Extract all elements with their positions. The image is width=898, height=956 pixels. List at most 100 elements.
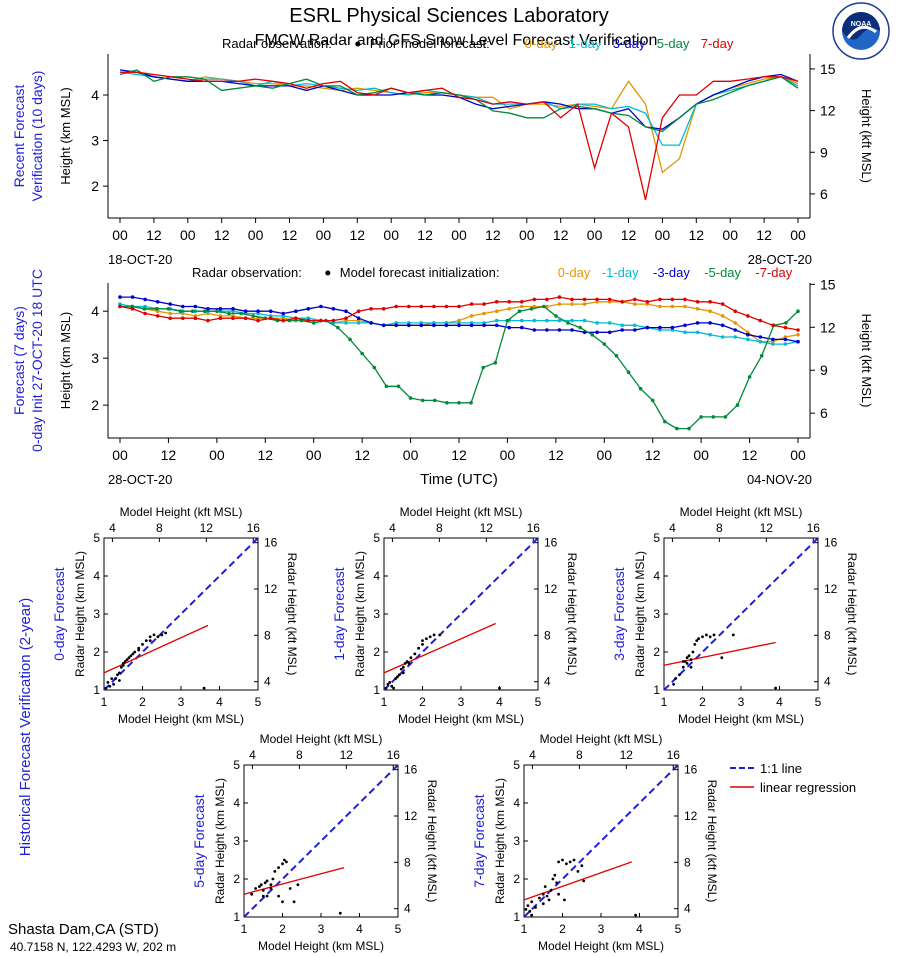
series-point-d7 bbox=[381, 307, 386, 311]
series-point-d5 bbox=[239, 311, 243, 316]
series-point-d3 bbox=[658, 325, 662, 330]
scatter-title: 3-day Forecast bbox=[611, 567, 627, 660]
scatter-point bbox=[421, 639, 424, 642]
y-tick-label: 5 bbox=[233, 758, 240, 772]
series-point-d0 bbox=[557, 302, 562, 306]
y-right-tick-label: 4 bbox=[824, 675, 831, 689]
legend-item-d7: -7-day bbox=[755, 265, 792, 280]
regression-line bbox=[663, 641, 776, 666]
series-point-d5 bbox=[675, 426, 679, 431]
x-tick-label: 2 bbox=[699, 695, 706, 709]
y-tick-label: 3 bbox=[91, 350, 99, 366]
scatter-point bbox=[288, 887, 292, 890]
x-axis-label: Model Height (km MSL) bbox=[398, 712, 524, 726]
series-point-d3 bbox=[394, 323, 399, 328]
series-point-d7 bbox=[796, 328, 800, 332]
plot-frame bbox=[383, 537, 539, 691]
series-point-d1 bbox=[582, 318, 587, 323]
series-point-d7 bbox=[532, 297, 537, 302]
y-tick-label: 2 bbox=[513, 872, 520, 886]
x-top-tick-label: 4 bbox=[669, 521, 676, 535]
scatter-point bbox=[561, 858, 564, 862]
scatter-point bbox=[774, 686, 777, 690]
series-point-d5 bbox=[796, 309, 800, 314]
scatter-point bbox=[148, 635, 152, 639]
series-point-d7 bbox=[708, 300, 712, 304]
series-point-d5 bbox=[759, 354, 764, 358]
series-point-d7 bbox=[369, 307, 373, 311]
series-point-d7 bbox=[520, 300, 524, 304]
series-point-d7 bbox=[268, 316, 273, 321]
series-point-d0 bbox=[796, 332, 800, 337]
scatter-point bbox=[119, 665, 123, 669]
scatter-point bbox=[141, 643, 144, 646]
x-tick-label: 00 bbox=[722, 227, 738, 243]
regression-line bbox=[383, 622, 496, 674]
series-point-d3 bbox=[620, 328, 624, 332]
series-point-d5 bbox=[687, 426, 691, 431]
y-right-tick-label: 12 bbox=[820, 319, 836, 335]
series-point-d3 bbox=[306, 307, 311, 311]
x-tick-label: 00 bbox=[112, 227, 128, 243]
scatter-point bbox=[277, 894, 280, 898]
series-point-d7 bbox=[306, 318, 311, 323]
series-point-d1 bbox=[532, 318, 537, 323]
y-right-tick-label: 15 bbox=[820, 61, 836, 77]
x-tick-label: 12 bbox=[742, 447, 758, 463]
series-point-d0 bbox=[733, 321, 737, 325]
series-point-d5 bbox=[166, 307, 171, 311]
y-axis-label: Radar Height (km MSL) bbox=[633, 551, 647, 677]
y-right-tick-label: 16 bbox=[824, 536, 838, 550]
scatter-point bbox=[530, 900, 534, 904]
x-top-tick-label: 8 bbox=[716, 521, 723, 535]
y-tick-label: 3 bbox=[653, 607, 660, 621]
scatter-point bbox=[261, 894, 265, 898]
x-tick-label: 3 bbox=[738, 695, 745, 709]
x-tick-label: 1 bbox=[661, 695, 668, 709]
x-top-tick-label: 16 bbox=[667, 748, 681, 762]
one-to-one-line bbox=[523, 764, 679, 918]
scatter-point bbox=[116, 673, 119, 677]
footer-coords: 40.7158 N, 122.4293 W, 202 m bbox=[10, 940, 176, 954]
series-point-d3 bbox=[206, 307, 210, 311]
x-top-tick-label: 8 bbox=[156, 521, 163, 535]
scatter-point bbox=[144, 639, 148, 642]
x-tick-label: 00 bbox=[790, 227, 806, 243]
series-point-d3 bbox=[771, 337, 775, 342]
scatter-title: 7-day Forecast bbox=[471, 794, 487, 887]
legend-obs-dot bbox=[325, 270, 331, 276]
scatter-point bbox=[425, 637, 428, 641]
series-point-d7 bbox=[733, 309, 737, 314]
series-point-d5 bbox=[203, 309, 207, 314]
x-tick-label: 3 bbox=[598, 922, 605, 936]
x-top-tick-label: 16 bbox=[807, 521, 821, 535]
y-right-tick-label: 12 bbox=[820, 103, 836, 119]
series-point-d1 bbox=[545, 318, 549, 323]
series-point-d3 bbox=[218, 307, 223, 311]
scatter-point bbox=[131, 652, 135, 656]
series-point-d1 bbox=[570, 318, 574, 323]
scatter-point bbox=[672, 682, 675, 686]
x-top-tick-label: 12 bbox=[200, 521, 214, 535]
scatter-point bbox=[263, 881, 267, 885]
series-point-d7 bbox=[218, 316, 223, 321]
series-point-d3 bbox=[783, 337, 788, 342]
series-point-d5 bbox=[493, 361, 498, 365]
series-point-d0 bbox=[494, 309, 499, 314]
y-right-tick-label: 12 bbox=[544, 582, 558, 596]
series-point-d3 bbox=[758, 335, 763, 339]
scatter-point bbox=[421, 643, 424, 646]
x-end-date: 04-NOV-20 bbox=[747, 472, 812, 487]
scatter-point bbox=[634, 913, 637, 917]
x-top-tick-label: 16 bbox=[387, 748, 401, 762]
series-point-d5 bbox=[517, 309, 522, 314]
legend-item-d1: 1-day bbox=[569, 36, 602, 51]
series-point-d1 bbox=[683, 330, 687, 335]
series-point-d7 bbox=[356, 309, 361, 314]
scatter-point bbox=[125, 658, 129, 661]
x-top-axis-label: Model Height (kft MSL) bbox=[120, 505, 243, 519]
scatter-point bbox=[563, 898, 566, 902]
x-tick-label: 1 bbox=[381, 695, 388, 709]
series-point-d5 bbox=[408, 396, 413, 400]
